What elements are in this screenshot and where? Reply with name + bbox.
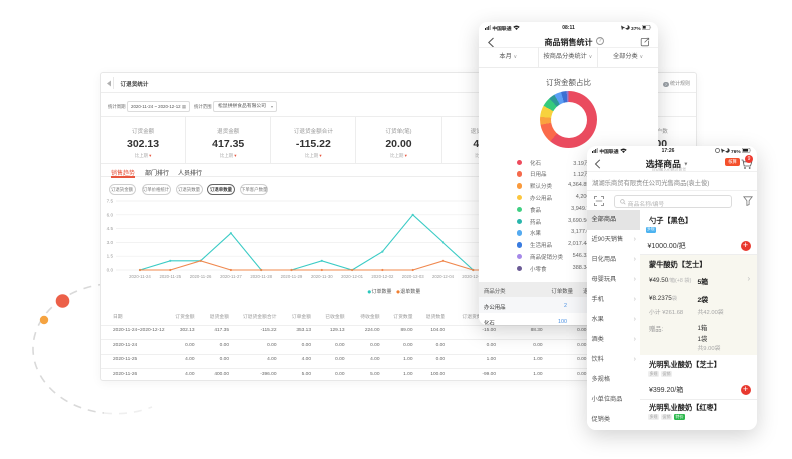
svg-text:6.0: 6.0 — [107, 212, 114, 217]
svg-text:2020-11-26: 2020-11-26 — [190, 274, 212, 279]
svg-text:7.5: 7.5 — [107, 199, 114, 204]
svg-text:2020-11-25: 2020-11-25 — [159, 274, 181, 279]
svg-text:3.0: 3.0 — [107, 240, 114, 245]
svg-text:2020-12-02: 2020-12-02 — [371, 274, 394, 279]
svg-text:2020-11-29: 2020-11-29 — [281, 274, 303, 279]
svg-text:1.5: 1.5 — [107, 254, 114, 259]
svg-text:2020-11-24: 2020-11-24 — [129, 274, 151, 279]
svg-text:4.5: 4.5 — [107, 226, 114, 231]
svg-text:2020-11-27: 2020-11-27 — [220, 274, 242, 279]
svg-text:0.0: 0.0 — [107, 268, 114, 273]
svg-text:2020-11-28: 2020-11-28 — [250, 274, 272, 279]
svg-text:2020-12-05: 2020-12-05 — [462, 274, 485, 279]
svg-text:2020-11-30: 2020-11-30 — [311, 274, 333, 279]
svg-text:2020-12-01: 2020-12-01 — [341, 274, 364, 279]
svg-text:2020-12-04: 2020-12-04 — [432, 274, 455, 279]
svg-text:2020-12-03: 2020-12-03 — [402, 274, 425, 279]
